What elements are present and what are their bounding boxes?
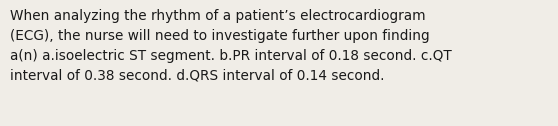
Text: When analyzing the rhythm of a patient’s electrocardiogram
(ECG), the nurse will: When analyzing the rhythm of a patient’s… <box>10 9 452 83</box>
